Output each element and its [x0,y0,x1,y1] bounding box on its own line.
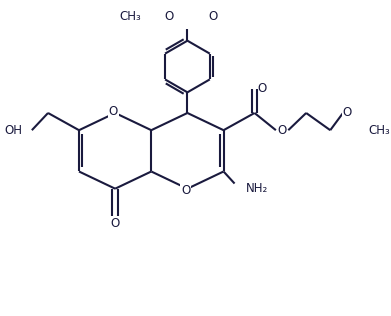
Text: O: O [111,217,120,230]
Text: OH: OH [4,124,22,137]
Text: O: O [278,124,287,137]
Text: CH₃: CH₃ [368,124,390,137]
Text: O: O [109,105,118,118]
Text: O: O [181,184,190,197]
Text: O: O [209,10,218,23]
Text: NH₂: NH₂ [246,182,268,195]
Text: O: O [165,10,174,23]
Text: CH₃: CH₃ [119,10,141,23]
Text: O: O [343,106,352,119]
Text: O: O [258,82,267,95]
